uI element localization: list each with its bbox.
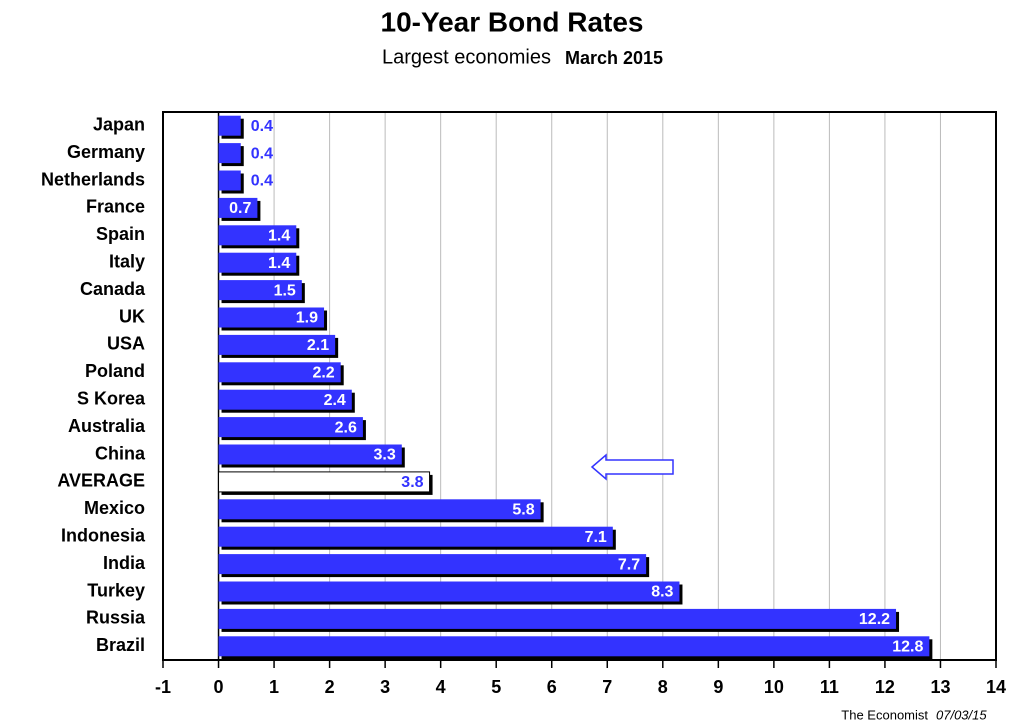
value-label: 0.4 xyxy=(251,145,273,162)
bar xyxy=(218,252,297,273)
x-tick-label: 0 xyxy=(214,677,224,697)
category-label: Mexico xyxy=(84,498,145,518)
x-tick-label: 9 xyxy=(713,677,723,697)
bar xyxy=(218,280,302,301)
source: The Economist xyxy=(841,707,928,722)
x-tick-label: 4 xyxy=(436,677,446,697)
category-label: Turkey xyxy=(87,580,145,600)
x-tick-label: 2 xyxy=(325,677,335,697)
bar xyxy=(218,471,431,493)
x-tick-label: 5 xyxy=(491,677,501,697)
arrow xyxy=(590,453,674,481)
bar xyxy=(218,225,297,246)
x-tick-label: 7 xyxy=(602,677,612,697)
category-label: UK xyxy=(119,306,145,326)
bar xyxy=(218,334,336,355)
category-label: Indonesia xyxy=(61,525,146,545)
bar xyxy=(218,307,325,328)
bar xyxy=(218,115,241,136)
category-label: Spain xyxy=(96,224,145,244)
bar xyxy=(218,636,930,657)
category-label: Russia xyxy=(86,608,146,628)
plot-frame xyxy=(162,111,997,661)
bar xyxy=(218,389,352,410)
bar xyxy=(218,444,402,465)
value-label: 1.9 xyxy=(296,310,318,327)
category-label: USA xyxy=(107,334,145,354)
value-label: 8.3 xyxy=(651,584,673,601)
chart-subtitle-date: March 2015 xyxy=(565,48,663,68)
bar xyxy=(218,170,241,191)
bar xyxy=(218,362,341,383)
bar xyxy=(218,143,241,164)
value-label: 1.4 xyxy=(268,255,290,272)
x-tick-label: 3 xyxy=(380,677,390,697)
x-tick-label: 14 xyxy=(986,677,1006,697)
source-date: 07/03/15 xyxy=(936,707,987,722)
x-tick-label: 6 xyxy=(547,677,557,697)
bar xyxy=(218,554,647,575)
bar xyxy=(218,581,680,602)
category-label: Brazil xyxy=(96,635,145,655)
category-label: China xyxy=(95,443,146,463)
chart-title: 10-Year Bond Rates xyxy=(381,6,644,37)
bar xyxy=(218,417,363,438)
category-label: France xyxy=(86,197,145,217)
category-label: Australia xyxy=(68,416,146,436)
category-label: Netherlands xyxy=(41,169,145,189)
category-label: India xyxy=(103,553,146,573)
value-label: 2.2 xyxy=(312,365,334,382)
value-label: 1.5 xyxy=(274,282,296,299)
category-label: AVERAGE xyxy=(57,471,145,491)
value-label: 0.4 xyxy=(251,173,273,190)
category-label: Germany xyxy=(67,142,145,162)
value-label: 2.6 xyxy=(335,419,357,436)
x-tick-label: 12 xyxy=(875,677,895,697)
value-label: 3.3 xyxy=(374,447,396,464)
bar xyxy=(218,499,541,520)
category-label: Poland xyxy=(85,361,145,381)
value-label: 2.4 xyxy=(324,392,346,409)
value-label: 0.4 xyxy=(251,118,273,135)
value-label: 12.8 xyxy=(892,639,923,656)
bar xyxy=(218,608,897,629)
bar xyxy=(218,526,613,547)
category-label: Italy xyxy=(109,251,145,271)
value-label: 0.7 xyxy=(229,200,251,217)
value-label: 1.4 xyxy=(268,228,290,245)
category-label: Canada xyxy=(80,279,146,299)
value-label: 3.8 xyxy=(401,474,423,491)
value-label: 12.2 xyxy=(859,611,890,628)
value-label: 7.7 xyxy=(618,556,640,573)
value-label: 7.1 xyxy=(585,529,607,546)
category-label: Japan xyxy=(93,114,145,134)
bar xyxy=(218,197,258,218)
x-tick-label: 8 xyxy=(658,677,668,697)
x-tick-label: 13 xyxy=(930,677,950,697)
value-label: 5.8 xyxy=(512,502,534,519)
value-label: 2.1 xyxy=(307,337,329,354)
x-tick-label: 10 xyxy=(764,677,784,697)
x-tick-label: 11 xyxy=(820,677,839,697)
chart-subtitle: Largest economies xyxy=(382,46,551,68)
x-tick-label: 1 xyxy=(269,677,279,697)
category-label: S Korea xyxy=(77,388,146,408)
x-tick-label: -1 xyxy=(155,677,171,697)
bars: Japan 0.4 Germany 0.4 Netherlands 0.4 France 0.… xyxy=(41,114,933,660)
